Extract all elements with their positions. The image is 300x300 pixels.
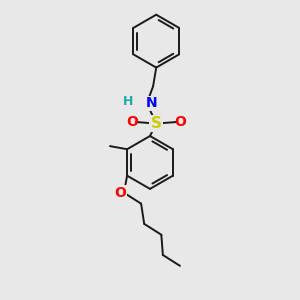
Text: O: O [114,186,126,200]
Text: S: S [151,116,162,131]
Text: O: O [174,115,186,129]
Text: N: N [146,96,158,110]
Text: O: O [126,115,138,129]
Text: H: H [123,95,134,108]
